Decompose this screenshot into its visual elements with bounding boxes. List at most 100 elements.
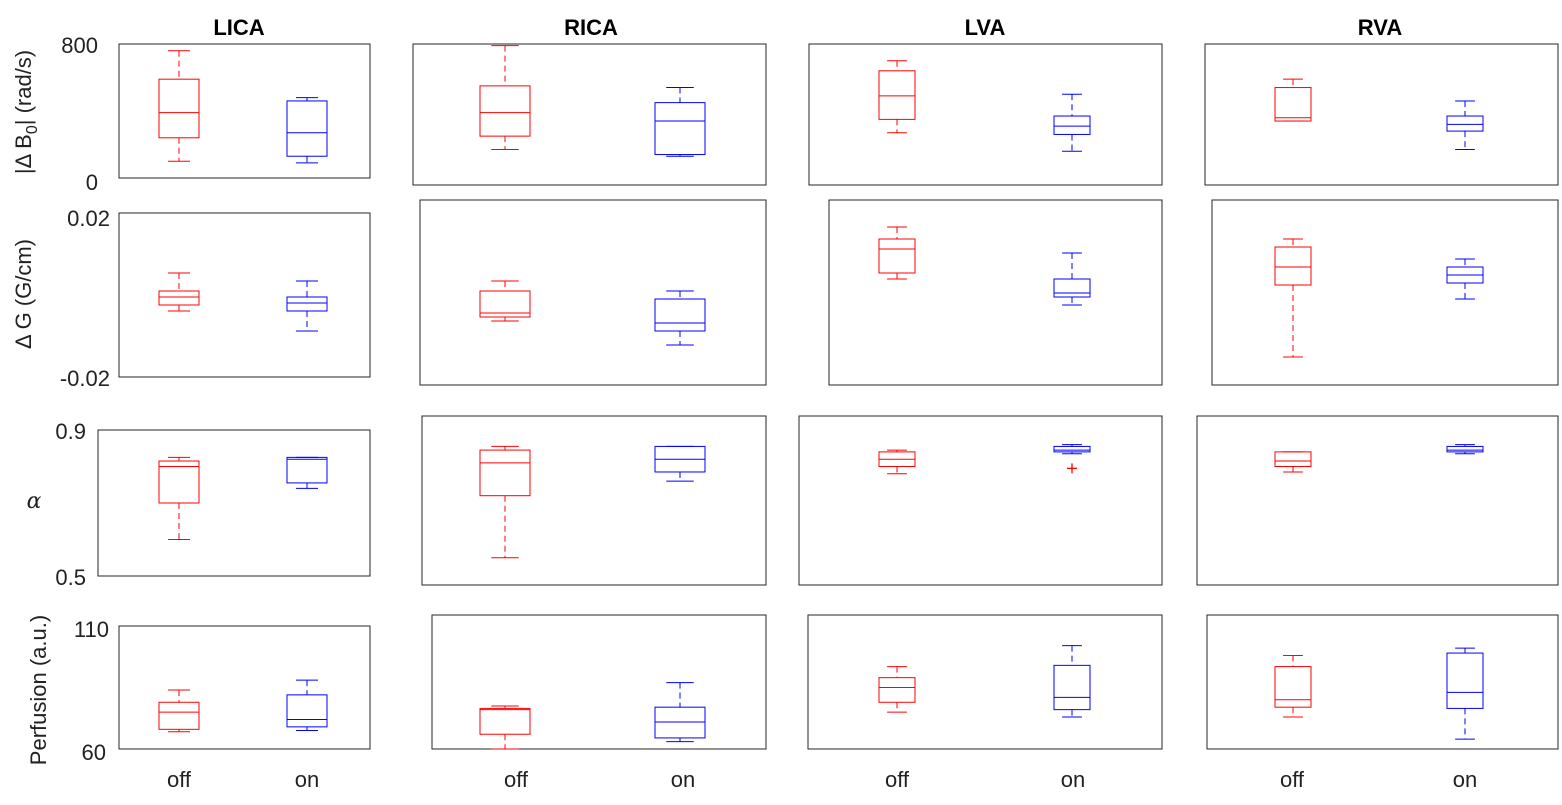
- column-title-lica: LICA: [213, 15, 264, 40]
- panel-rva-row3: [1206, 614, 1559, 750]
- panel-lica-row2: [97, 429, 371, 577]
- panel-lva-row2: [798, 415, 1163, 586]
- box-on: [286, 679, 328, 732]
- row0-ymin-label: 0: [86, 170, 98, 195]
- box-off: [878, 60, 916, 134]
- panel-lva-row3: [807, 614, 1163, 750]
- box-off: [878, 226, 916, 280]
- iqr-box: [878, 677, 916, 703]
- axes-frame: [118, 625, 371, 750]
- xlabel-on-lica: on: [295, 767, 319, 792]
- iqr-box: [479, 707, 531, 735]
- row1-ymin-label: -0.02: [60, 366, 110, 391]
- iqr-box: [286, 296, 328, 312]
- axes-frame: [808, 43, 1163, 186]
- box-on: [1053, 252, 1091, 306]
- row1-ymax-label: 0.02: [67, 206, 110, 231]
- row2-ymax-label: 0.9: [55, 419, 86, 444]
- axes-frame: [419, 199, 767, 386]
- row3-ymin-label: 60: [82, 740, 106, 765]
- box-off: [479, 45, 531, 151]
- box-on: [1053, 645, 1091, 718]
- iqr-box: [654, 706, 706, 739]
- column-title-lva: LVA: [965, 15, 1006, 40]
- panel-lica-row0: [118, 43, 371, 179]
- xlabel-off-rica: off: [504, 767, 529, 792]
- box-off: [479, 280, 531, 322]
- iqr-box: [1053, 278, 1091, 298]
- box-off: [479, 445, 531, 559]
- iqr-box: [158, 78, 200, 139]
- ylabel-alpha: α: [27, 489, 42, 514]
- box-off: [158, 456, 200, 540]
- iqr-box: [158, 460, 200, 504]
- iqr-box: [1446, 115, 1484, 132]
- box-off: [1274, 655, 1312, 718]
- box-off: [479, 705, 531, 750]
- iqr-box: [158, 701, 200, 730]
- axes-frame: [431, 614, 767, 750]
- box-on: [1446, 444, 1484, 455]
- box-off: [1274, 451, 1312, 473]
- box-off: [158, 689, 200, 733]
- iqr-box: [479, 449, 531, 497]
- axes-frame: [1204, 43, 1559, 186]
- panel-rica-row1: [419, 199, 767, 386]
- axes-frame: [118, 43, 371, 179]
- box-off: [1274, 78, 1312, 122]
- box-on: [286, 97, 328, 164]
- axes-frame: [118, 212, 371, 378]
- panel-lva-row1: [828, 199, 1163, 386]
- axes-frame: [1196, 415, 1559, 586]
- iqr-box: [1446, 652, 1484, 709]
- iqr-box: [1274, 451, 1312, 467]
- box-on: [1053, 93, 1091, 152]
- axes-frame: [97, 429, 371, 577]
- iqr-box: [158, 290, 200, 306]
- iqr-box: [286, 456, 328, 484]
- ylabel-delta-b0: |Δ B0| (rad/s): [11, 50, 41, 174]
- box-on: [1446, 258, 1484, 300]
- box-on: [286, 280, 328, 332]
- row3-ymax-label: 110: [74, 617, 109, 642]
- panel-lva-row0: [808, 43, 1163, 186]
- ylabel-delta-g: Δ G (G/cm): [11, 239, 36, 349]
- panel-lica-row1: [118, 212, 371, 378]
- box-off: [158, 50, 200, 162]
- panel-rica-row2: [421, 415, 767, 586]
- iqr-box: [878, 238, 916, 274]
- iqr-box: [654, 298, 706, 332]
- axes-frame: [807, 614, 1163, 750]
- row2-ymin-label: 0.5: [55, 565, 86, 590]
- axes-frame: [421, 415, 767, 586]
- ylabel-perfusion: Perfusion (a.u.): [26, 615, 51, 765]
- panel-rva-row1: [1211, 199, 1559, 386]
- xlabel-on-rva: on: [1453, 767, 1477, 792]
- panel-rica-row3: [431, 614, 767, 750]
- iqr-box: [1053, 664, 1091, 711]
- box-on: [286, 456, 328, 489]
- iqr-box: [479, 290, 531, 318]
- axes-frame: [798, 415, 1163, 586]
- xlabel-on-rica: on: [671, 767, 695, 792]
- panel-lica-row3: [118, 625, 371, 750]
- panel-rva-row2: [1196, 415, 1559, 586]
- box-on: [654, 290, 706, 346]
- ylabel-delta-b0-subscript: 0: [24, 125, 41, 134]
- iqr-box: [1446, 445, 1484, 453]
- axes-frame: [1206, 614, 1559, 750]
- box-on: [1446, 647, 1484, 740]
- iqr-box: [479, 85, 531, 137]
- iqr-box: [1274, 246, 1312, 286]
- xlabel-off-rva: off: [1280, 767, 1305, 792]
- panel-rva-row0: [1204, 43, 1559, 186]
- xlabel-off-lica: off: [167, 767, 192, 792]
- axes-frame: [1211, 199, 1559, 386]
- panel-rica-row0: [412, 43, 767, 186]
- xlabel-on-lva: on: [1061, 767, 1085, 792]
- iqr-box: [878, 70, 916, 120]
- box-off: [158, 272, 200, 312]
- box-on: [654, 445, 706, 482]
- axes-frame: [828, 199, 1163, 386]
